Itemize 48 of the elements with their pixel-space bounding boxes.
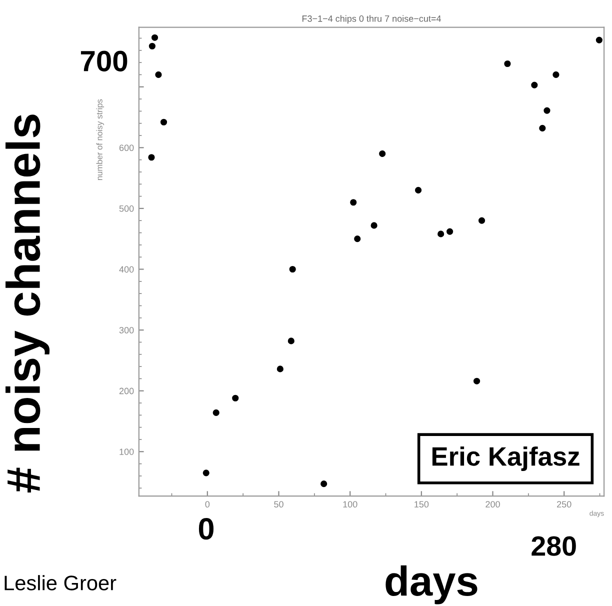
point <box>232 394 239 402</box>
point <box>446 228 454 235</box>
point <box>320 480 328 488</box>
point <box>379 150 386 158</box>
text: 280 <box>532 536 576 556</box>
point <box>414 186 422 194</box>
text: days <box>386 565 478 604</box>
y-tick-label: 200 <box>119 388 134 394</box>
y-tick-label: 300 <box>119 327 134 334</box>
y-tick-label: 500 <box>119 205 134 212</box>
point <box>370 222 378 229</box>
y-tick-label: 400 <box>119 266 134 273</box>
point <box>288 338 294 344</box>
point <box>202 470 210 476</box>
point <box>289 266 296 273</box>
point <box>212 409 220 416</box>
point <box>350 199 357 206</box>
x-tick-label: 250 <box>557 501 572 508</box>
text: # noisy channels <box>6 114 50 492</box>
point <box>596 36 602 44</box>
point <box>148 154 155 161</box>
point <box>504 60 511 68</box>
point <box>151 34 158 41</box>
x-tick-label: 200 <box>486 501 500 508</box>
text: 700 <box>80 50 128 72</box>
y-tick-label: 100 <box>120 448 134 455</box>
y-axis-title: number of noisy strips <box>96 99 104 180</box>
x-tick-label: 50 <box>274 501 284 508</box>
y-tick-label: 600 <box>119 144 134 152</box>
x-tick-label: 100 <box>343 501 358 508</box>
point <box>148 42 156 50</box>
point <box>155 71 162 78</box>
point <box>478 217 486 224</box>
point <box>160 118 168 126</box>
point <box>539 124 546 132</box>
annotation: Eric Kajfasz <box>432 446 580 472</box>
point <box>438 230 444 238</box>
point <box>531 82 538 88</box>
point <box>544 107 550 114</box>
text: 0 <box>198 518 214 540</box>
point <box>552 71 560 78</box>
point <box>354 236 361 242</box>
x-tick-label: 150 <box>414 501 429 508</box>
point <box>276 366 284 372</box>
chart-title: F3−1−4 chips 0 thru 7 noise−cut=4 <box>302 15 441 24</box>
text: Leslie Groer <box>4 575 116 590</box>
point <box>473 378 480 384</box>
x-tick-label: 0 <box>205 501 210 508</box>
